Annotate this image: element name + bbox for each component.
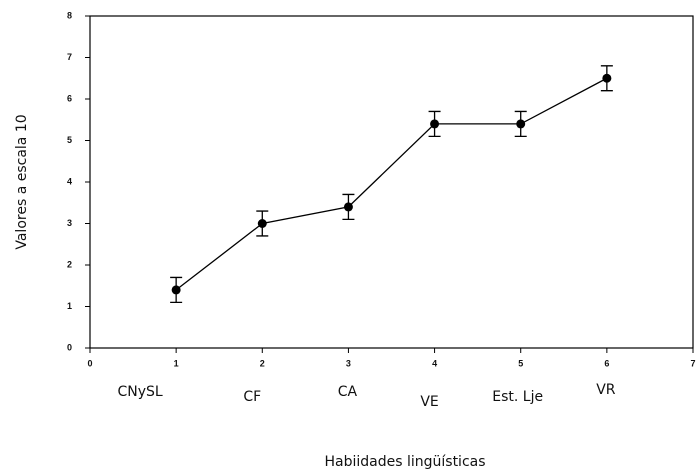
y-tick-label: 2	[67, 259, 72, 269]
x-tick-label: 3	[346, 358, 351, 368]
data-point	[171, 285, 181, 295]
x-tick-label: 4	[432, 358, 437, 368]
y-tick-label: 8	[67, 10, 72, 20]
y-tick-label: 1	[67, 301, 72, 311]
y-tick-label: 5	[67, 135, 72, 145]
data-point	[430, 119, 440, 129]
x-tick-label: 2	[260, 358, 265, 368]
x-tick-label: 5	[518, 358, 523, 368]
y-tick-label: 6	[67, 93, 72, 103]
x-tick-label: 1	[174, 358, 179, 368]
data-point	[343, 202, 353, 212]
x-tick-label: 0	[87, 358, 92, 368]
data-line	[175, 77, 608, 291]
category-label: Est. Lje	[492, 389, 543, 405]
category-label: CA	[338, 384, 358, 400]
category-label: CF	[243, 389, 261, 405]
y-tick-label: 3	[67, 218, 72, 228]
y-axis-label: Valores a escala 10	[14, 114, 30, 249]
x-tick-label: 7	[690, 358, 695, 368]
data-point	[602, 73, 612, 83]
category-label: VR	[596, 382, 616, 398]
y-tick-label: 7	[67, 52, 72, 62]
category-label: VE	[420, 394, 438, 410]
x-axis-label: Habiidades lingüísticas	[324, 454, 485, 470]
y-tick-label: 0	[67, 342, 72, 352]
data-point	[257, 219, 267, 228]
x-tick-label: 6	[604, 358, 609, 368]
category-label: CNySL	[118, 384, 163, 400]
y-tick-label: 4	[67, 176, 72, 186]
data-point	[516, 119, 526, 129]
